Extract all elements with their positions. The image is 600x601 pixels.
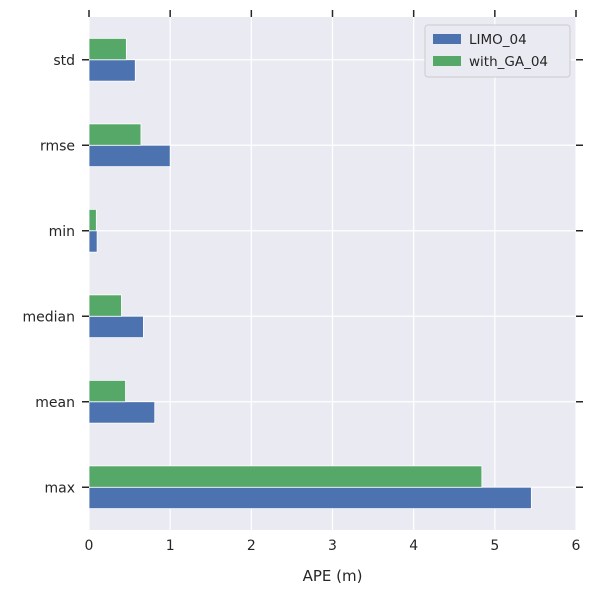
bars	[88, 37, 532, 510]
bar-limo-04-std	[88, 59, 136, 82]
bar-limo-04-min	[88, 230, 98, 253]
legend-label: with_GA_04	[469, 54, 548, 70]
bar-with-ga-04-mean	[88, 379, 126, 403]
bar-with-ga-04-min	[88, 208, 97, 232]
y-tick-label-std: std	[53, 53, 75, 69]
legend-box	[424, 24, 571, 78]
bar-with-ga-04-max	[88, 465, 483, 488]
bar-limo-04-max	[88, 486, 532, 510]
tick-labels: 0 1 2 3 4 5 6 max mean median min rmse std	[23, 53, 581, 554]
y-tick-label-max: max	[44, 480, 75, 496]
bar-with-ga-04-median	[88, 294, 122, 317]
bar-with-ga-04-std	[88, 37, 127, 61]
x-tick-label: 4	[409, 538, 418, 554]
legend-swatch	[433, 56, 461, 66]
bar-limo-04-median	[88, 315, 144, 339]
tick-marks	[82, 10, 583, 488]
y-tick-label-mean: mean	[35, 395, 75, 411]
x-tick-label: 2	[247, 538, 256, 554]
y-tick-label-min: min	[49, 224, 75, 240]
x-tick-label: 5	[490, 538, 499, 554]
y-tick-label-median: median	[23, 309, 75, 325]
bar-with-ga-04-rmse	[88, 123, 142, 146]
legend: LIMO_04 with_GA_04	[424, 24, 571, 78]
legend-swatch	[433, 34, 461, 44]
y-tick-label-rmse: rmse	[40, 138, 75, 154]
x-tick-label: 3	[328, 538, 337, 554]
x-tick-label: 0	[85, 538, 94, 554]
x-tick-label: 1	[166, 538, 175, 554]
x-axis-title: APE (m)	[303, 567, 363, 585]
x-tick-label: 6	[572, 538, 581, 554]
bar-limo-04-rmse	[88, 144, 171, 168]
bar-limo-04-mean	[88, 401, 156, 424]
legend-label: LIMO_04	[469, 32, 527, 48]
